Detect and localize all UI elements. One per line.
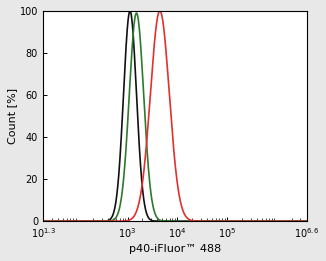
X-axis label: p40-iFluor™ 488: p40-iFluor™ 488: [129, 244, 221, 254]
Y-axis label: Count [%]: Count [%]: [7, 88, 17, 144]
